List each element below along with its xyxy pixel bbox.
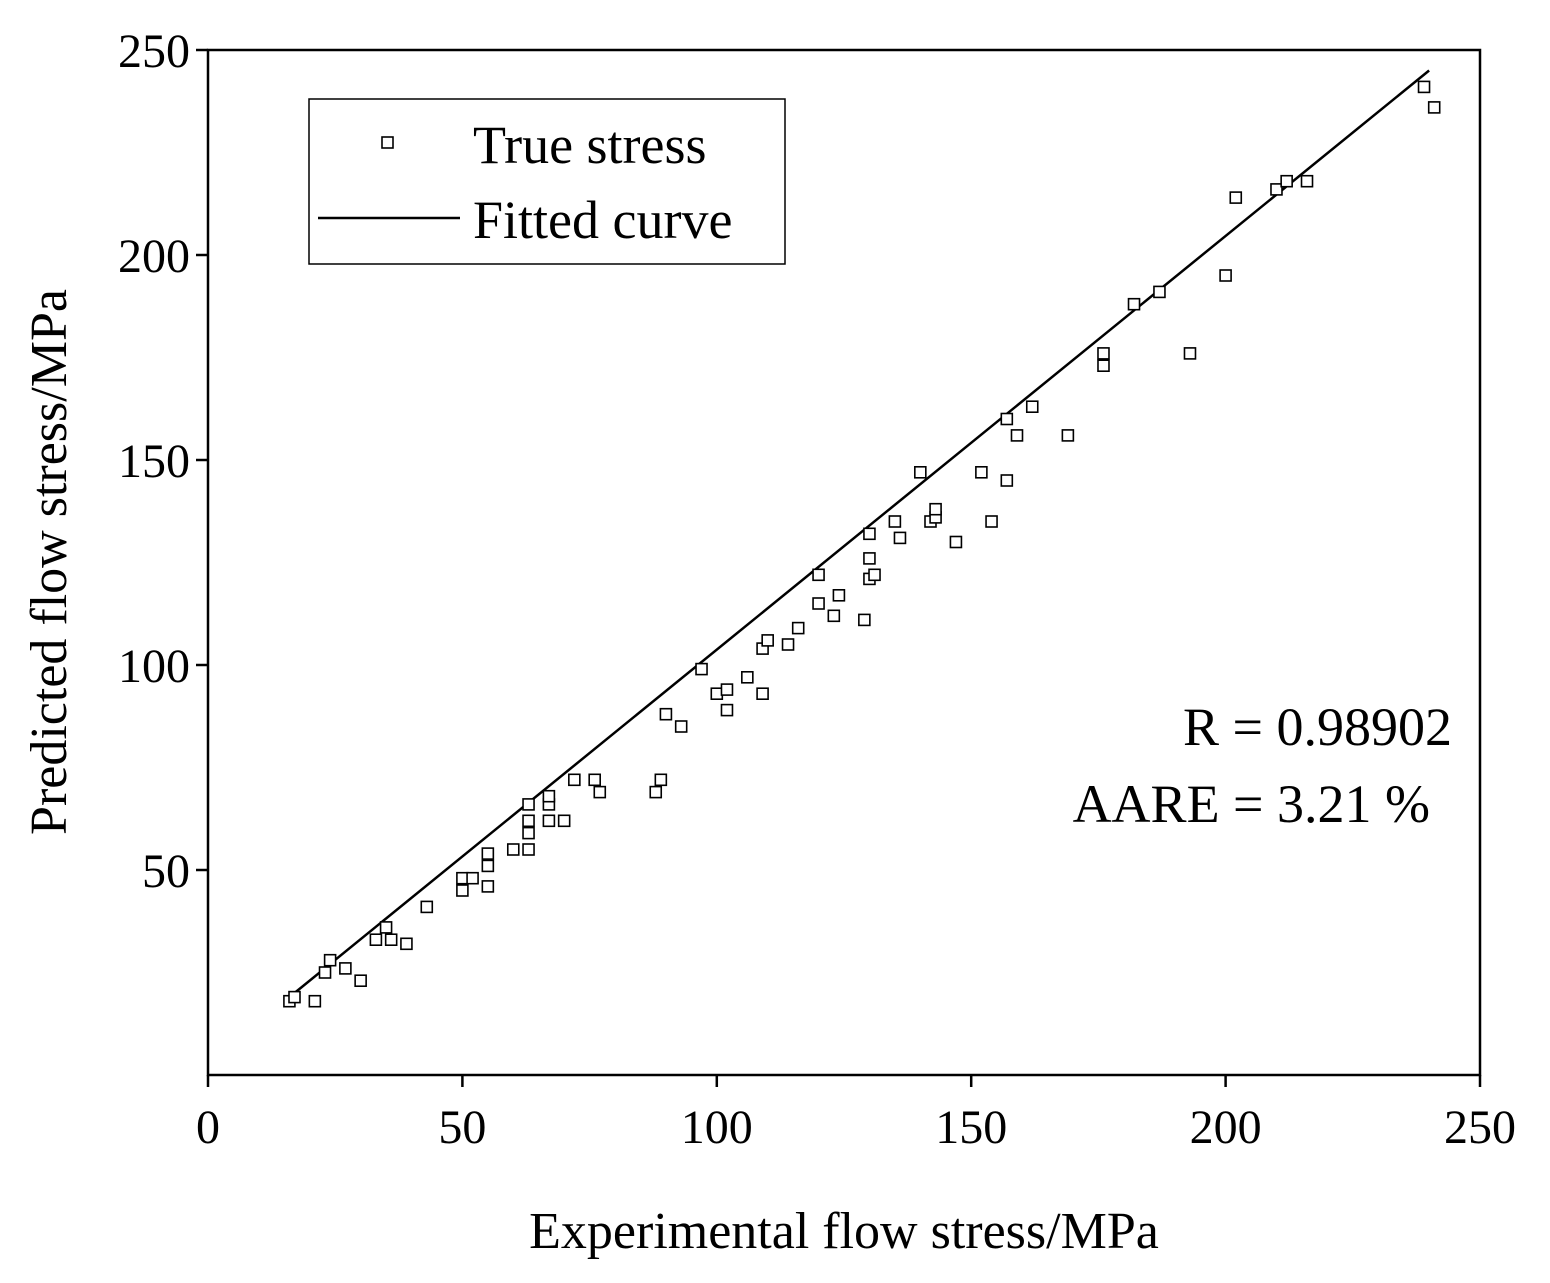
data-point xyxy=(1000,474,1014,487)
data-point xyxy=(893,531,907,545)
data-point xyxy=(522,843,535,856)
x-axis-ticks: 0 50 100 150 200 250 xyxy=(196,1075,1516,1154)
data-point xyxy=(863,552,876,565)
data-point xyxy=(1300,174,1314,188)
data-point xyxy=(1061,429,1075,442)
y-axis-ticks: 50 100 150 200 250 xyxy=(118,25,208,898)
data-point xyxy=(522,826,535,840)
legend-box xyxy=(308,98,786,265)
data-point xyxy=(522,798,535,811)
legend-square-marker xyxy=(381,136,394,149)
data-point xyxy=(812,597,825,610)
data-point xyxy=(1229,191,1243,204)
x-axis-title: Experimental flow stress/MPa xyxy=(529,1203,1159,1260)
data-point xyxy=(1010,429,1024,442)
data-point xyxy=(588,773,601,787)
data-point xyxy=(929,502,942,516)
data-point xyxy=(858,613,871,627)
data-point xyxy=(420,900,434,914)
data-point xyxy=(456,884,469,897)
data-point xyxy=(542,814,556,828)
annotation-aare-value: AARE = 3.21 % xyxy=(1073,774,1430,834)
data-point xyxy=(1000,412,1014,426)
data-point xyxy=(741,670,754,684)
data-point xyxy=(323,953,337,967)
data-point xyxy=(975,465,988,479)
x-tick-label: 0 xyxy=(196,1101,220,1154)
data-point xyxy=(720,703,734,717)
data-point xyxy=(1270,183,1283,196)
data-point xyxy=(1127,297,1141,311)
data-point xyxy=(1097,359,1110,373)
data-point xyxy=(557,814,571,828)
data-point xyxy=(308,994,322,1008)
data-point xyxy=(1025,400,1039,414)
x-tick-label: 50 xyxy=(438,1101,486,1154)
data-point xyxy=(339,962,352,975)
data-point xyxy=(720,683,734,696)
data-point xyxy=(318,966,332,979)
x-tick-label: 150 xyxy=(935,1101,1007,1154)
data-point xyxy=(522,814,535,828)
data-point xyxy=(674,720,688,733)
data-point xyxy=(781,638,795,651)
data-point xyxy=(593,785,607,799)
data-point xyxy=(654,773,668,787)
legend-label-true-stress: True stress xyxy=(473,115,707,175)
data-point xyxy=(288,990,301,1004)
data-point xyxy=(659,707,673,721)
data-point xyxy=(888,515,902,528)
data-point xyxy=(481,880,495,893)
annotation-r-value: R = 0.98902 xyxy=(1183,697,1452,757)
data-point xyxy=(832,588,846,602)
data-point xyxy=(1219,269,1232,282)
data-point xyxy=(1183,347,1197,360)
data-point xyxy=(1427,101,1441,114)
data-point xyxy=(542,789,556,803)
data-point xyxy=(868,568,881,582)
legend: True stress Fitted curve xyxy=(308,98,786,265)
data-point xyxy=(1097,347,1110,360)
data-point xyxy=(354,974,367,988)
data-point xyxy=(914,465,927,479)
plot-frame xyxy=(206,48,1482,1077)
data-point xyxy=(1153,285,1166,299)
data-point xyxy=(400,937,413,951)
y-tick-label: 200 xyxy=(118,230,190,283)
data-point xyxy=(369,933,383,947)
x-tick-label: 100 xyxy=(681,1101,753,1154)
legend-label-fitted-curve: Fitted curve xyxy=(473,190,732,250)
data-point xyxy=(761,634,774,647)
data-point xyxy=(1280,174,1293,188)
data-point xyxy=(456,871,469,885)
data-point xyxy=(812,568,825,582)
data-point xyxy=(710,687,724,701)
x-tick-label: 250 xyxy=(1444,1101,1516,1154)
data-points xyxy=(283,80,1441,1008)
data-point xyxy=(863,527,876,541)
data-point xyxy=(1417,80,1431,94)
data-point xyxy=(827,609,841,623)
y-axis-title: Predicted flow stress/MPa xyxy=(21,289,78,835)
data-point xyxy=(466,871,479,885)
data-point xyxy=(949,535,963,549)
data-point xyxy=(985,515,998,528)
data-point xyxy=(506,843,520,856)
data-point xyxy=(379,921,393,934)
y-tick-label: 250 xyxy=(118,25,190,78)
data-point xyxy=(791,621,805,635)
data-point xyxy=(756,687,769,701)
data-point xyxy=(649,785,663,799)
data-point xyxy=(568,773,581,787)
data-point xyxy=(481,859,495,873)
fitted-curve-line xyxy=(288,69,1430,999)
y-tick-label: 150 xyxy=(118,435,190,488)
data-point xyxy=(384,933,398,947)
data-point xyxy=(481,847,495,860)
y-tick-label: 50 xyxy=(142,845,190,898)
data-point xyxy=(695,662,708,676)
x-tick-label: 200 xyxy=(1190,1101,1262,1154)
y-tick-label: 100 xyxy=(118,640,190,693)
